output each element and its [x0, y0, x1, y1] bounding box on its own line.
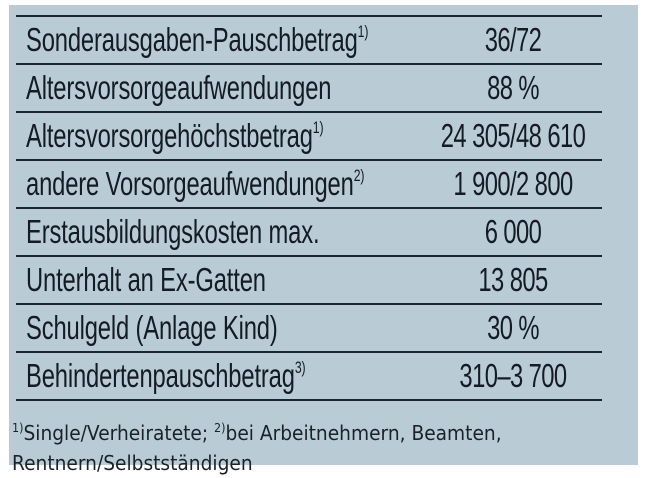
- row-value: 13 805: [478, 261, 548, 298]
- row-label: Sonderausgaben-Pauschbetrag1): [26, 21, 369, 58]
- footnote-marker: 3): [294, 358, 306, 377]
- footnote-number: 1): [12, 421, 24, 435]
- row-label: Behindertenpauschbetrag3): [26, 357, 306, 394]
- table-row: Sonderausgaben-Pauschbetrag1) 36/72: [16, 17, 602, 65]
- row-label: andere Vorsorgeaufwendungen2): [26, 165, 365, 202]
- row-value: 24 305/48 610: [440, 117, 586, 154]
- table-row: Behindertenpauschbetrag3) 310–3 700: [16, 353, 602, 401]
- footnotes: 1)Single/Verheiratete; 2)bei Arbeitnehme…: [12, 418, 502, 478]
- table-row: Erstausbildungskosten max. 6 000: [16, 209, 602, 257]
- row-value: 310–3 700: [459, 357, 567, 394]
- footnote-marker: 1): [312, 118, 324, 137]
- footnote-line-2: Rentnern/Selbstständigen: [12, 451, 253, 475]
- row-value: 88 %: [487, 69, 539, 106]
- footnote-number: 2): [214, 421, 226, 435]
- table-row: Schulgeld (Anlage Kind) 30 %: [16, 305, 602, 353]
- tax-allowance-table: Sonderausgaben-Pauschbetrag1) 36/72 Alte…: [16, 15, 602, 401]
- row-label: Altersvorsorgeaufwendungen: [26, 69, 332, 106]
- row-value: 1 900/2 800: [453, 165, 573, 202]
- row-value: 30 %: [487, 309, 539, 346]
- table-row: andere Vorsorgeaufwendungen2) 1 900/2 80…: [16, 161, 602, 209]
- footnote-line-1: 1)Single/Verheiratete; 2)bei Arbeitnehme…: [12, 418, 502, 448]
- table-row: Altersvorsorgeaufwendungen 88 %: [16, 65, 602, 113]
- footnote-marker: 2): [353, 166, 365, 185]
- footnote-marker: 1): [357, 22, 369, 41]
- info-box: Sonderausgaben-Pauschbetrag1) 36/72 Alte…: [9, 5, 638, 465]
- table-row: Unterhalt an Ex-Gatten 13 805: [16, 257, 602, 305]
- row-value: 6 000: [484, 213, 542, 250]
- row-label: Unterhalt an Ex-Gatten: [26, 261, 266, 298]
- row-label: Altersvorsorgehöchstbetrag1): [26, 117, 324, 154]
- footnote-text: Single/Verheiratete;: [23, 421, 215, 445]
- row-value: 36/72: [484, 21, 542, 58]
- row-label: Schulgeld (Anlage Kind): [26, 309, 278, 346]
- row-label: Erstausbildungskosten max.: [26, 213, 320, 250]
- table-row: Altersvorsorgehöchstbetrag1) 24 305/48 6…: [16, 113, 602, 161]
- footnote-text: bei Arbeitnehmern, Beamten,: [225, 421, 502, 445]
